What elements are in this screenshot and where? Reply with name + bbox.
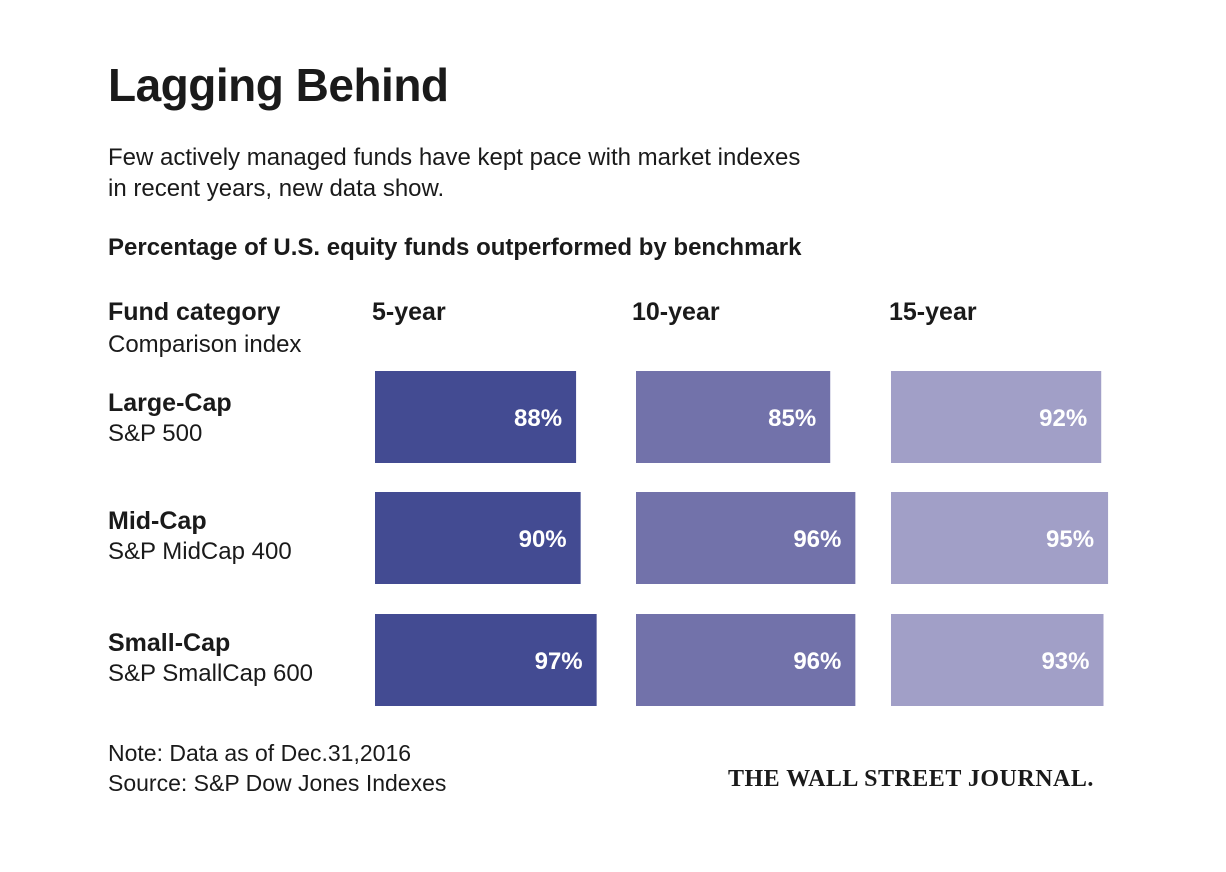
bar-label-5-year-small-cap: 97% bbox=[535, 648, 583, 675]
bar-5-year-mid-cap bbox=[375, 492, 581, 584]
bar-label-10-year-large-cap: 85% bbox=[768, 405, 816, 432]
bar-label-15-year-mid-cap: 95% bbox=[1046, 526, 1094, 553]
column-header-15-year: 15-year bbox=[889, 298, 977, 326]
subtitle-line-2: in recent years, new data show. bbox=[108, 175, 445, 202]
bar-10-year-mid-cap bbox=[636, 492, 856, 584]
column-header-10-year: 10-year bbox=[632, 298, 720, 326]
publisher-logo: THE WALL STREET JOURNAL. bbox=[728, 766, 1094, 792]
bar-10-year-large-cap bbox=[636, 371, 831, 463]
row-label-mid-cap: Mid-Cap bbox=[108, 507, 207, 535]
row-index-mid-cap: S&P MidCap 400 bbox=[108, 538, 292, 565]
bar-label-5-year-large-cap: 88% bbox=[514, 405, 562, 432]
row-index-large-cap: S&P 500 bbox=[108, 420, 203, 447]
row-label-small-cap: Small-Cap bbox=[108, 629, 231, 657]
chart-heading: Percentage of U.S. equity funds outperfo… bbox=[108, 234, 802, 261]
bar-label-15-year-small-cap: 93% bbox=[1041, 648, 1089, 675]
bar-label-10-year-small-cap: 96% bbox=[793, 648, 841, 675]
row-label-large-cap: Large-Cap bbox=[108, 389, 232, 417]
source-text: Source: S&P Dow Jones Indexes bbox=[108, 770, 447, 796]
chart-title: Lagging Behind bbox=[108, 59, 449, 111]
subtitle-line-1: Few actively managed funds have kept pac… bbox=[108, 144, 801, 171]
bar-label-5-year-mid-cap: 90% bbox=[519, 526, 567, 553]
bar-5-year-large-cap bbox=[375, 371, 577, 463]
row-header-sublabel: Comparison index bbox=[108, 331, 302, 358]
bar-10-year-small-cap bbox=[636, 614, 856, 706]
bar-15-year-small-cap bbox=[891, 614, 1104, 706]
row-header-label: Fund category bbox=[108, 298, 281, 326]
chart-subtitle: Few actively managed funds have kept pac… bbox=[108, 142, 800, 204]
column-header-5-year: 5-year bbox=[372, 298, 446, 326]
bar-15-year-mid-cap bbox=[891, 492, 1109, 584]
bar-5-year-small-cap bbox=[375, 614, 597, 706]
footnote: Note: Data as of Dec.31,2016 Source: S&P… bbox=[108, 738, 446, 798]
row-index-small-cap: S&P SmallCap 600 bbox=[108, 660, 314, 687]
bar-label-15-year-large-cap: 92% bbox=[1039, 405, 1087, 432]
bar-15-year-large-cap bbox=[891, 371, 1102, 463]
note-text: Note: Data as of Dec.31,2016 bbox=[108, 740, 412, 766]
bar-label-10-year-mid-cap: 96% bbox=[793, 526, 841, 553]
